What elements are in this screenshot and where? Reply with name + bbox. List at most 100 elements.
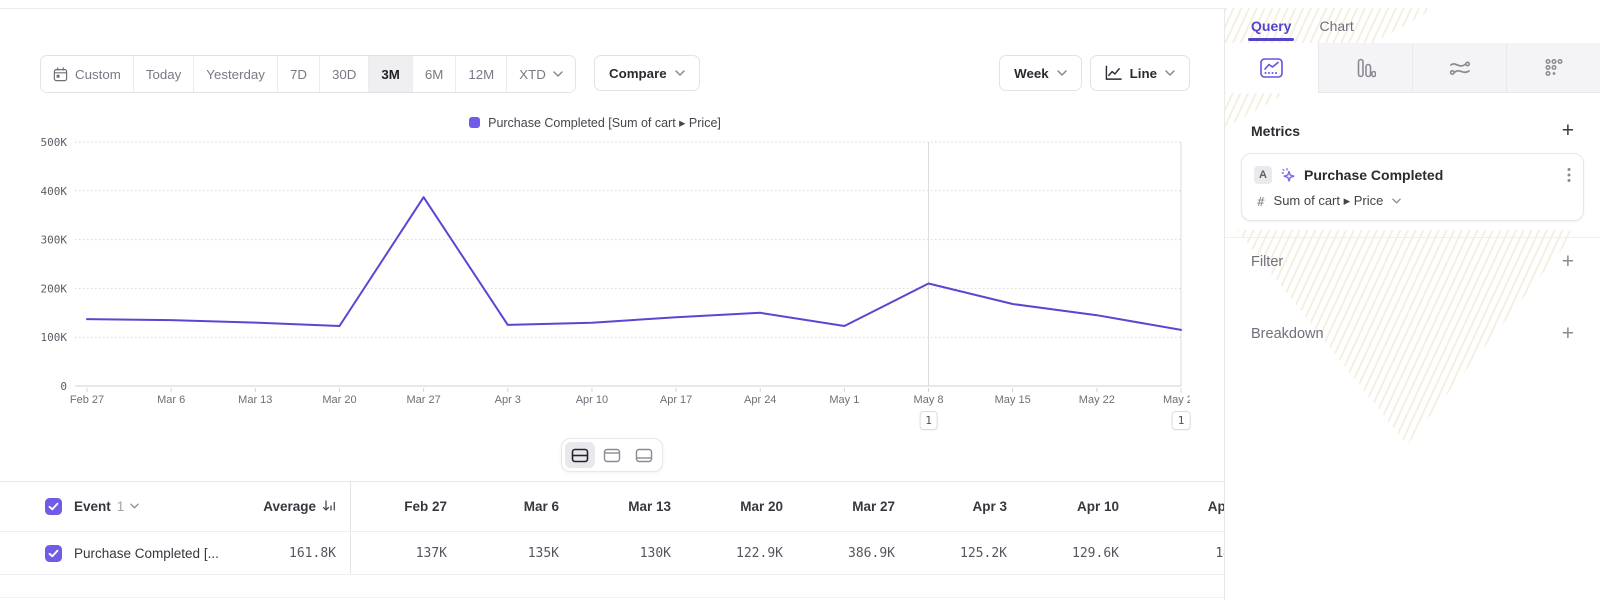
chart-only-view-button[interactable] — [597, 442, 627, 468]
flows-icon — [1449, 60, 1470, 75]
date-column-header[interactable]: Apr 3 — [972, 498, 1007, 514]
top-divider — [0, 8, 1600, 9]
event-sparkle-icon — [1281, 167, 1295, 182]
check-icon — [48, 549, 59, 557]
metrics-title: Metrics — [1251, 123, 1301, 139]
chart-only-view-icon — [603, 448, 621, 462]
svg-text:200K: 200K — [41, 282, 68, 295]
range-label: 30D — [331, 66, 357, 82]
cell-value: 135K — [527, 545, 559, 561]
range-12m-button[interactable]: 12M — [455, 56, 507, 92]
svg-text:Apr 3: Apr 3 — [495, 394, 521, 406]
add-metric-button[interactable]: + — [1561, 119, 1574, 142]
numeric-property-icon: # — [1257, 193, 1265, 209]
date-range-group: Custom Today Yesterday 7D 30D 3M 6M 12M XTD — [40, 55, 576, 93]
add-filter-button[interactable]: + — [1561, 250, 1574, 273]
breakdown-label: Breakdown — [1251, 326, 1324, 342]
cell-value: 137K — [415, 545, 447, 561]
date-column-header[interactable]: Feb 27 — [404, 498, 447, 514]
tab-query[interactable]: Query — [1247, 17, 1295, 41]
metric-aggregation-selector[interactable]: # Sum of cart ▸ Price — [1257, 193, 1571, 209]
date-column-header[interactable]: Mar 27 — [852, 498, 895, 514]
range-3m-button[interactable]: 3M — [368, 56, 412, 92]
row-average-value: 161.8K — [289, 545, 336, 561]
split-view-button[interactable] — [565, 442, 595, 468]
range-label: 6M — [424, 66, 444, 82]
view-toggle-group — [561, 438, 663, 472]
filter-section: Filter + — [1251, 238, 1574, 286]
cell-value: 14 — [1215, 545, 1224, 561]
chart-style-label: Line — [1129, 65, 1157, 81]
svg-text:500K: 500K — [41, 136, 68, 149]
chart-legend[interactable]: Purchase Completed [Sum of cart ▸ Price] — [0, 115, 1190, 130]
svg-text:Apr 24: Apr 24 — [744, 394, 776, 406]
range-custom-button[interactable]: Custom — [41, 56, 133, 92]
range-label: 12M — [468, 66, 495, 82]
range-label: Yesterday — [206, 66, 265, 82]
row-event-name[interactable]: Purchase Completed [... — [74, 545, 219, 561]
tab-chart[interactable]: Chart — [1319, 17, 1354, 34]
range-today-button[interactable]: Today — [132, 56, 194, 92]
main-panel: Custom Today Yesterday 7D 30D 3M 6M 12M XTD Comp… — [0, 8, 1224, 600]
granularity-button[interactable]: Week — [999, 55, 1082, 91]
sort-icon — [322, 500, 335, 511]
report-type-funnels[interactable] — [1318, 43, 1412, 93]
line-chart[interactable]: 0 100K 200K 300K 400K 500K Feb 27 Mar 6 Mar 13 Ma… — [30, 135, 1200, 440]
svg-text:Apr 10: Apr 10 — [576, 394, 608, 406]
report-type-insights[interactable] — [1225, 43, 1318, 93]
date-column-header[interactable]: Mar 13 — [628, 498, 671, 514]
metric-card[interactable]: A Purchase Completed # Sum of cart ▸ Pri… — [1241, 153, 1584, 221]
event-label: Event — [74, 498, 111, 514]
report-type-flows[interactable] — [1412, 43, 1506, 93]
event-count: 1 — [116, 498, 125, 514]
range-label: Today — [145, 66, 182, 82]
report-type-tabs — [1225, 43, 1600, 93]
granularity-label: Week — [1014, 65, 1049, 81]
svg-text:Mar 13: Mar 13 — [238, 394, 272, 406]
more-options-icon[interactable] — [1567, 167, 1571, 183]
add-breakdown-button[interactable]: + — [1561, 322, 1574, 345]
svg-text:May 8: May 8 — [914, 394, 944, 406]
svg-text:0: 0 — [60, 380, 67, 393]
check-icon — [48, 502, 59, 510]
report-type-retention[interactable] — [1506, 43, 1600, 93]
svg-text:May 29: May 29 — [1163, 394, 1190, 406]
chevron-down-icon — [1392, 198, 1402, 204]
date-column-header[interactable]: Mar 6 — [523, 498, 559, 514]
range-label: XTD — [519, 66, 546, 82]
range-xtd-button[interactable]: XTD — [506, 56, 575, 92]
legend-label: Purchase Completed [Sum of cart ▸ Price] — [488, 116, 721, 130]
svg-text:400K: 400K — [41, 185, 68, 198]
range-label: 7D — [289, 66, 307, 82]
date-column-header[interactable]: Mar 20 — [740, 498, 783, 514]
breakdown-section: Breakdown + — [1251, 310, 1574, 358]
range-yesterday-button[interactable]: Yesterday — [193, 56, 277, 92]
filter-label: Filter — [1251, 254, 1284, 270]
event-column-header[interactable]: Event 1 — [74, 499, 240, 514]
chevron-down-icon — [553, 71, 563, 77]
compare-button[interactable]: Compare — [594, 55, 700, 91]
date-column-header[interactable]: Apr 10 — [1076, 498, 1119, 514]
range-30d-button[interactable]: 30D — [318, 56, 369, 92]
metric-letter-badge: A — [1254, 166, 1272, 184]
line-chart-icon — [1105, 65, 1122, 80]
average-column-header[interactable]: Average — [240, 499, 350, 514]
calendar-icon — [53, 66, 68, 81]
funnels-icon — [1357, 58, 1376, 77]
chevron-down-icon — [1165, 70, 1175, 76]
table-only-view-button[interactable] — [629, 442, 659, 468]
range-6m-button[interactable]: 6M — [411, 56, 456, 92]
annotation-badge[interactable]: 1 — [1171, 411, 1191, 430]
table-date-headers: Feb 27 Mar 6 Mar 13 Mar 20 Mar 27 Apr 3 Apr 10… — [350, 481, 1224, 531]
range-label: Custom — [75, 66, 121, 82]
date-column-header[interactable]: Apr — [1207, 498, 1224, 514]
svg-text:Mar 20: Mar 20 — [322, 394, 356, 406]
row-checkbox[interactable] — [45, 544, 62, 562]
insights-icon — [1260, 57, 1283, 78]
bottom-divider — [0, 597, 1224, 598]
chart-style-button[interactable]: Line — [1089, 55, 1190, 91]
range-7d-button[interactable]: 7D — [276, 56, 319, 92]
select-all-checkbox[interactable] — [45, 497, 62, 515]
annotation-badge[interactable]: 1 — [919, 411, 938, 430]
